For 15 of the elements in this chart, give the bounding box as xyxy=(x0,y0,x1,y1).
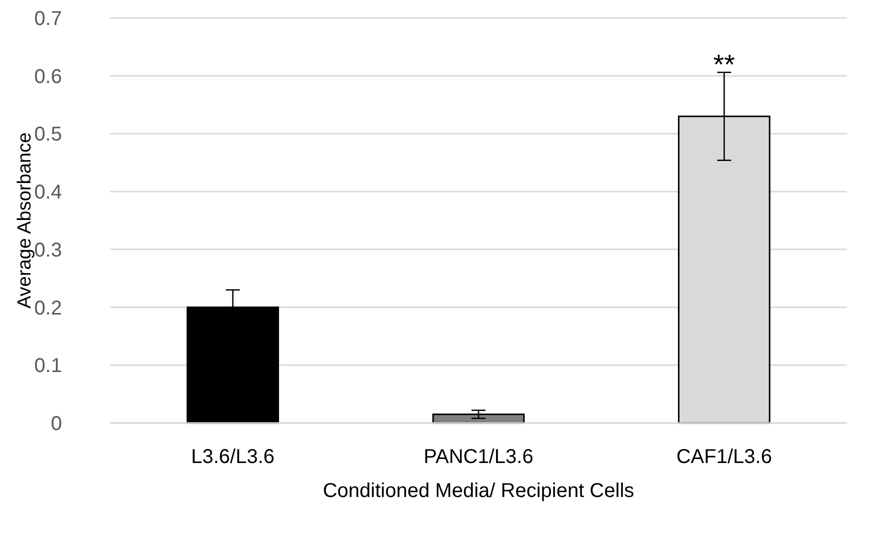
x-axis-title: Conditioned Media/ Recipient Cells xyxy=(322,480,634,502)
bar xyxy=(432,414,525,424)
x-tick-label: PANC1/L3.6 xyxy=(424,446,534,468)
y-tick-label: 0 xyxy=(50,413,62,435)
y-tick-label: 0.7 xyxy=(34,8,62,30)
y-tick-label: 0.4 xyxy=(34,182,62,204)
y-tick-label: 0.1 xyxy=(34,355,62,378)
y-tick-label: 0.3 xyxy=(34,239,62,262)
y-tick-label: 0.2 xyxy=(34,297,62,320)
x-tick-label: CAF1/L3.6 xyxy=(676,446,772,468)
y-tick-label: 0.6 xyxy=(34,66,62,88)
x-tick-label: L3.6/L3.6 xyxy=(191,446,275,468)
annotation: ** xyxy=(713,49,736,80)
y-axis-title: Average Absorbance xyxy=(14,132,36,309)
y-tick-label: 0.5 xyxy=(34,124,62,146)
